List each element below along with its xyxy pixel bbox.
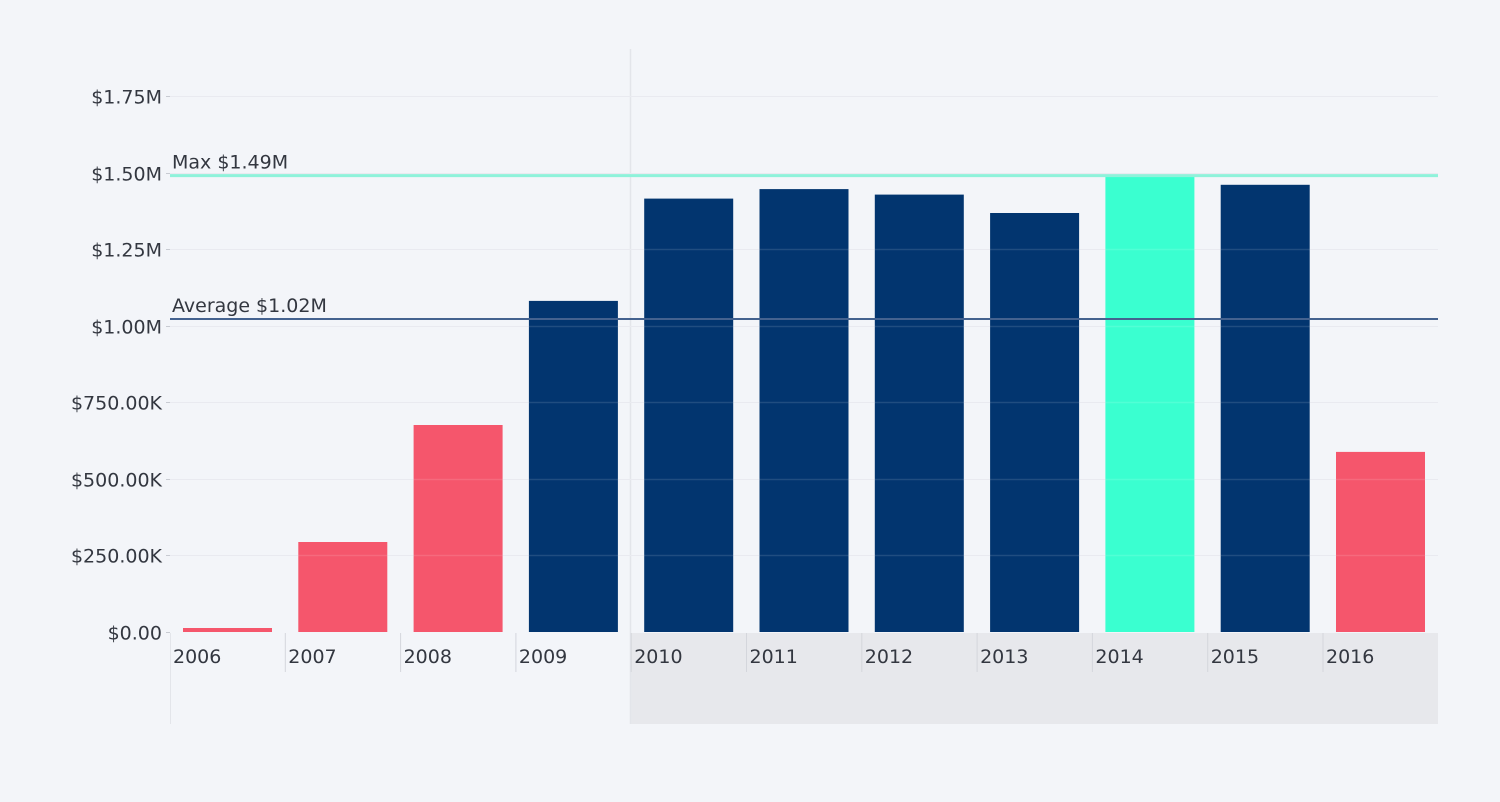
y-tick-label: $250.00K — [71, 546, 163, 568]
bar-2010[interactable] — [644, 198, 734, 632]
bar-2015[interactable] — [1220, 184, 1310, 633]
bar-2006[interactable] — [183, 628, 272, 632]
gridlines-overlay — [170, 95, 1438, 557]
bar-2016[interactable] — [1336, 451, 1425, 632]
x-tick-label: 2009 — [519, 646, 567, 668]
x-tick-label: 2007 — [288, 646, 336, 668]
x-tick-label: 2012 — [865, 646, 913, 668]
x-tick-label: 2011 — [750, 646, 798, 668]
x-tick-label: 2010 — [634, 646, 682, 668]
y-tick-label: $1.00M — [91, 317, 162, 339]
x-tick-label: 2013 — [980, 646, 1028, 668]
x-axis: 2006 2007 2008 2009 2010 2011 2012 2013 2014 2015… — [173, 633, 1374, 672]
x-tick-label: 2014 — [1095, 646, 1143, 668]
bar-2009[interactable] — [528, 300, 618, 632]
x-tick-label: 2016 — [1326, 646, 1374, 668]
bar-2014[interactable] — [1105, 175, 1195, 632]
x-tick-label: 2008 — [404, 646, 452, 668]
bar-2011[interactable] — [759, 189, 849, 632]
x-tick-label: 2015 — [1211, 646, 1259, 668]
max-reference-label: Max $1.49M — [172, 152, 288, 174]
bar-2008[interactable] — [413, 425, 503, 632]
y-axis: $0.00 $250.00K $500.00K $750.00K $1.00M $1.25… — [71, 87, 170, 645]
bar-2013[interactable] — [990, 213, 1080, 632]
y-tick-label: $1.50M — [91, 164, 162, 186]
y-tick-label: $0.00 — [108, 623, 162, 645]
bar-2007[interactable] — [298, 542, 388, 632]
y-tick-label: $1.75M — [91, 87, 162, 109]
y-tick-label: $750.00K — [71, 393, 163, 415]
average-reference-label: Average $1.02M — [172, 295, 327, 317]
y-tick-label: $1.25M — [91, 240, 162, 262]
y-tick-label: $500.00K — [71, 470, 163, 492]
x-tick-label: 2006 — [173, 646, 221, 668]
bars — [183, 175, 1425, 633]
x-axis-highlight-band — [630, 633, 1438, 724]
bar-2012[interactable] — [874, 194, 964, 632]
reference-lines: Max $1.49M Average $1.02M — [170, 152, 1438, 320]
